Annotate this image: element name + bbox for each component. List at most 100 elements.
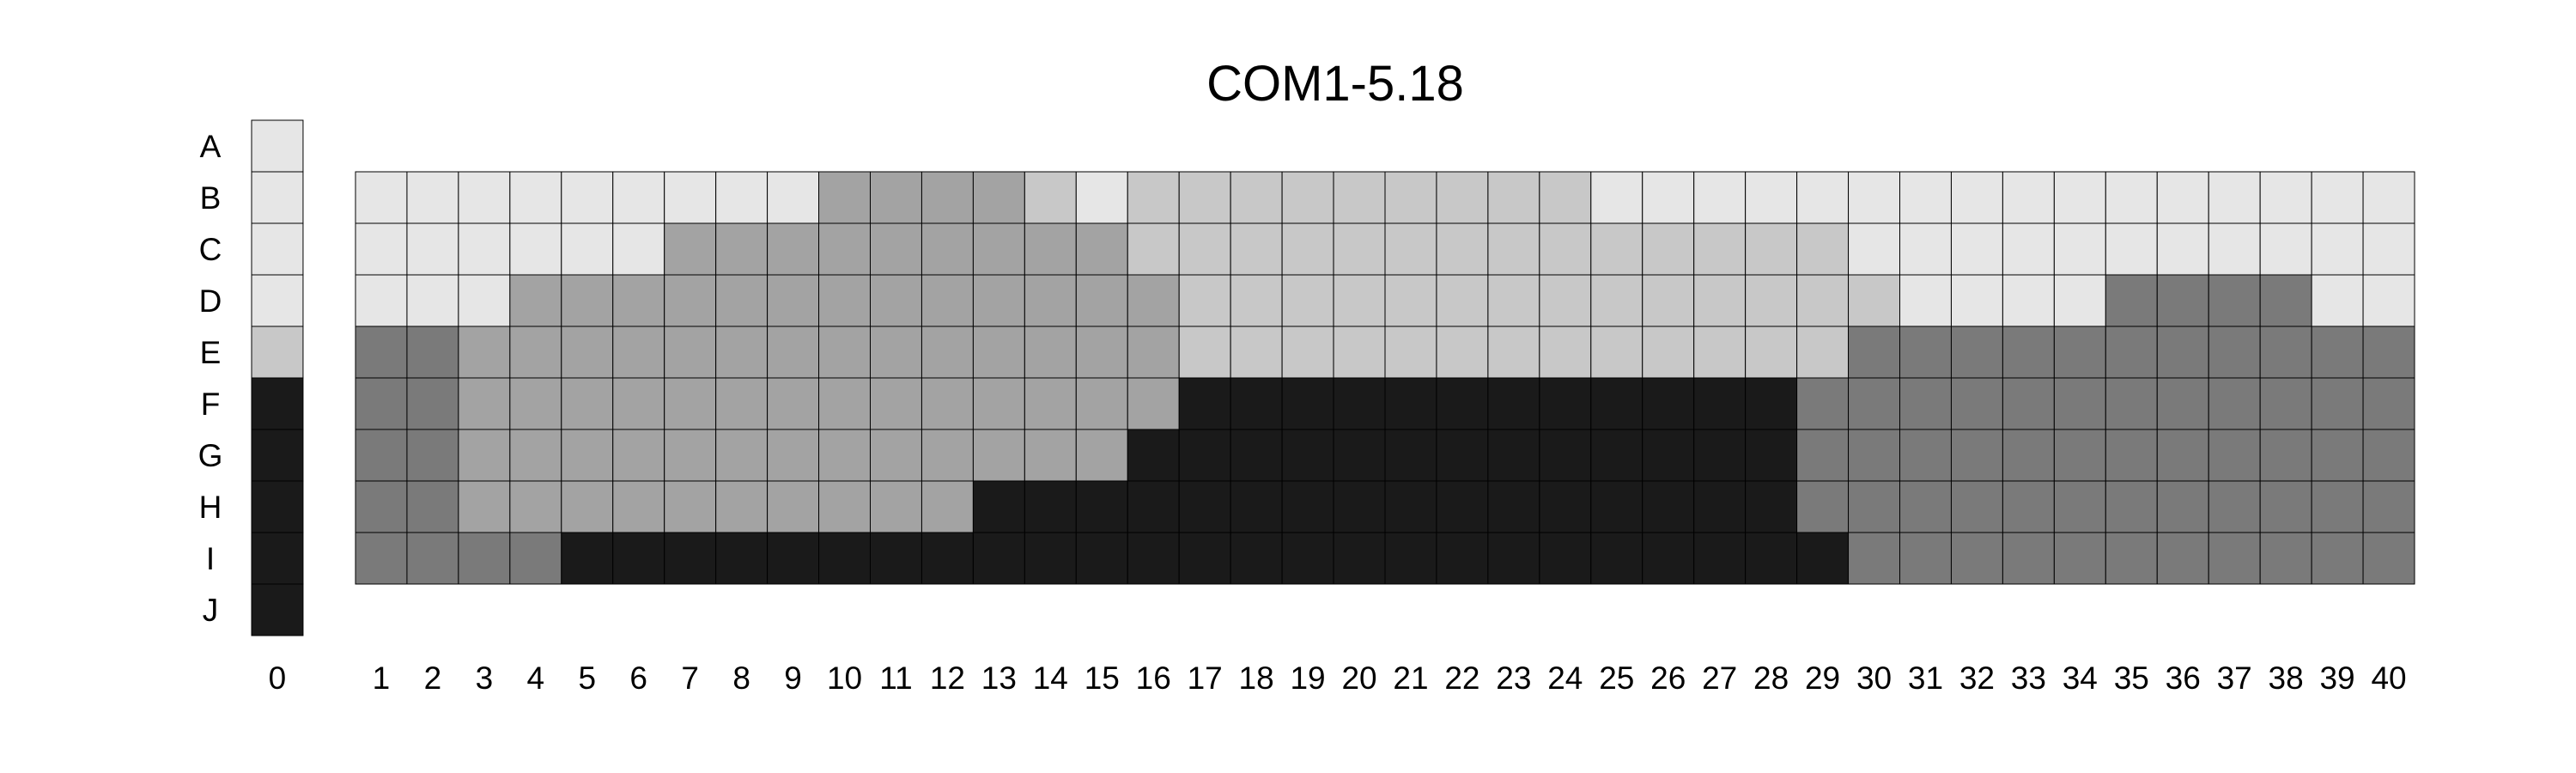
heatmap-cell-e-34 xyxy=(2053,326,2106,379)
row-label-c: C xyxy=(199,232,222,267)
heatmap-cell-i-18 xyxy=(1230,532,1283,585)
heatmap-cell-c-5 xyxy=(561,222,614,276)
heatmap-cell-c-24 xyxy=(1539,222,1592,276)
heatmap-cell-f-11 xyxy=(870,377,922,430)
row-label-h: H xyxy=(199,490,222,525)
heatmap-cell-i-39 xyxy=(2311,532,2364,585)
heatmap-cell-d-12 xyxy=(920,274,974,327)
heatmap-cell-i-33 xyxy=(2002,532,2055,585)
heatmap-cell-b-28 xyxy=(1745,171,1798,224)
heatmap-cell-b-15 xyxy=(1075,171,1128,224)
heatmap-cell-f-38 xyxy=(2259,377,2312,430)
heatmap-cell-f-22 xyxy=(1436,377,1489,430)
heatmap-cell-c-12 xyxy=(920,222,974,276)
heatmap-cell-f-35 xyxy=(2105,377,2158,430)
heatmap-cell-i-24 xyxy=(1539,532,1592,585)
heatmap-cell-e-8 xyxy=(715,326,769,379)
heatmap-cell-f-16 xyxy=(1127,377,1180,430)
heatmap-cell-i-28 xyxy=(1745,532,1798,585)
heatmap-cell-e-29 xyxy=(1796,326,1850,379)
heatmap-cell-f-21 xyxy=(1384,377,1437,430)
heatmap-cell-b-30 xyxy=(1848,171,1901,224)
heatmap-cell-g-32 xyxy=(1950,429,2003,482)
heatmap-cell-b-34 xyxy=(2053,171,2106,224)
heatmap-cell-i-30 xyxy=(1848,532,1901,585)
column-label-24: 24 xyxy=(1547,660,1583,696)
column-label-35: 35 xyxy=(2114,660,2149,696)
heatmap-cell-e-28 xyxy=(1745,326,1798,379)
heatmap-cell-i-38 xyxy=(2259,532,2312,585)
column-label-13: 13 xyxy=(981,660,1017,696)
heatmap-cell-b-38 xyxy=(2259,171,2312,224)
heatmap-cell-f-4 xyxy=(509,377,562,430)
heatmap-cell-g-8 xyxy=(715,429,769,482)
heatmap-cell-d-33 xyxy=(2002,274,2055,327)
column-label-4: 4 xyxy=(527,660,545,696)
heatmap-cell-i-21 xyxy=(1384,532,1437,585)
heatmap-cell-c-3 xyxy=(458,222,511,276)
heatmap-cell-g-26 xyxy=(1642,429,1695,482)
reference-cell-f xyxy=(251,377,304,430)
heatmap-cell-c-22 xyxy=(1436,222,1489,276)
heatmap-cell-e-1 xyxy=(355,326,408,379)
heatmap-cell-e-39 xyxy=(2311,326,2364,379)
heatmap-cell-c-21 xyxy=(1384,222,1437,276)
heatmap-cell-h-9 xyxy=(767,480,820,533)
heatmap-cell-i-32 xyxy=(1950,532,2003,585)
heatmap-cell-h-19 xyxy=(1281,480,1334,533)
heatmap-cell-d-20 xyxy=(1333,274,1386,327)
heatmap-cell-e-9 xyxy=(767,326,820,379)
heatmap-cell-g-1 xyxy=(355,429,408,482)
heatmap-cell-f-10 xyxy=(818,377,871,430)
heatmap-cell-h-6 xyxy=(612,480,665,533)
heatmap-cell-d-18 xyxy=(1230,274,1283,327)
column-label-5: 5 xyxy=(578,660,596,696)
column-label-29: 29 xyxy=(1805,660,1840,696)
heatmap-cell-d-7 xyxy=(664,274,717,327)
heatmap-cell-h-31 xyxy=(1899,480,1952,533)
heatmap-cell-i-15 xyxy=(1075,532,1128,585)
column-label-16: 16 xyxy=(1136,660,1171,696)
heatmap-cell-i-31 xyxy=(1899,532,1952,585)
heatmap-cell-b-16 xyxy=(1127,171,1180,224)
heatmap-cell-c-18 xyxy=(1230,222,1283,276)
heatmap-cell-i-20 xyxy=(1333,532,1386,585)
heatmap-cell-c-33 xyxy=(2002,222,2055,276)
heatmap-cell-f-27 xyxy=(1693,377,1747,430)
column-label-14: 14 xyxy=(1033,660,1068,696)
reference-cell-g xyxy=(251,429,304,482)
heatmap-cell-e-6 xyxy=(612,326,665,379)
column-label-11: 11 xyxy=(879,660,912,696)
heatmap-cell-h-7 xyxy=(664,480,717,533)
heatmap-cell-d-40 xyxy=(2362,274,2415,327)
heatmap-cell-b-14 xyxy=(1024,171,1077,224)
heatmap-cell-e-32 xyxy=(1950,326,2003,379)
heatmap-cell-b-33 xyxy=(2002,171,2055,224)
heatmap-cell-c-39 xyxy=(2311,222,2364,276)
heatmap-cell-f-31 xyxy=(1899,377,1952,430)
heatmap-cell-f-8 xyxy=(715,377,769,430)
heatmap-cell-i-12 xyxy=(920,532,974,585)
heatmap-cell-c-26 xyxy=(1642,222,1695,276)
reference-cell-h xyxy=(251,480,304,533)
heatmap-cell-d-11 xyxy=(870,274,922,327)
heatmap-cell-d-26 xyxy=(1642,274,1695,327)
column-label-25: 25 xyxy=(1599,660,1634,696)
heatmap-cell-d-31 xyxy=(1899,274,1952,327)
heatmap-cell-e-3 xyxy=(458,326,511,379)
heatmap-cell-e-15 xyxy=(1075,326,1128,379)
heatmap-cell-c-20 xyxy=(1333,222,1386,276)
heatmap-cell-i-40 xyxy=(2362,532,2415,585)
heatmap-cell-d-2 xyxy=(406,274,459,327)
heatmap-cell-e-20 xyxy=(1333,326,1386,379)
heatmap-cell-g-24 xyxy=(1539,429,1592,482)
heatmap-cell-g-11 xyxy=(870,429,922,482)
heatmap-cell-e-18 xyxy=(1230,326,1283,379)
heatmap-cell-c-13 xyxy=(972,222,1025,276)
heatmap-cell-g-3 xyxy=(458,429,511,482)
heatmap-cell-d-35 xyxy=(2105,274,2158,327)
heatmap-cell-f-33 xyxy=(2002,377,2055,430)
heatmap-cell-e-4 xyxy=(509,326,562,379)
heatmap-cell-i-27 xyxy=(1693,532,1747,585)
heatmap-cell-i-29 xyxy=(1796,532,1850,585)
